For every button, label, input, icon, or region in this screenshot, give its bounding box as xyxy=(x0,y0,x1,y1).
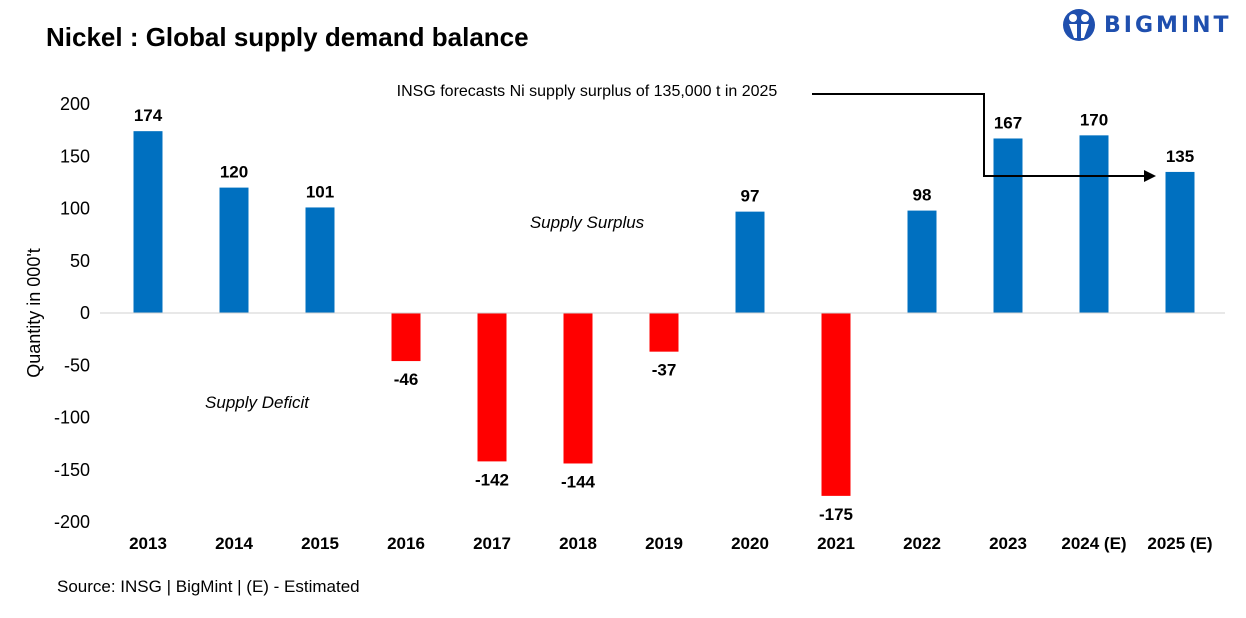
bar-2019 xyxy=(649,313,679,352)
data-label: 135 xyxy=(1166,147,1194,166)
chart-title: Nickel : Global supply demand balance xyxy=(46,22,529,52)
arrow-head-icon xyxy=(1144,170,1156,182)
data-label: 170 xyxy=(1080,110,1108,129)
x-tick-label: 2014 xyxy=(215,534,253,553)
bar-2024E xyxy=(1079,135,1109,313)
y-axis-label: Quantity in 000't xyxy=(24,248,44,378)
bar-2015 xyxy=(305,207,335,313)
y-axis: 200 150 100 50 0 -50 -100 -150 -200 xyxy=(54,94,90,532)
x-tick-label: 2017 xyxy=(473,534,511,553)
bar-2022 xyxy=(907,210,937,313)
source-note: Source: INSG | BigMint | (E) - Estimated xyxy=(57,577,360,596)
data-label: 97 xyxy=(741,187,760,206)
forecast-annotation: INSG forecasts Ni supply surplus of 135,… xyxy=(397,83,778,100)
data-label: -142 xyxy=(475,470,509,489)
y-tick-label: -100 xyxy=(54,408,90,428)
x-tick-label: 2016 xyxy=(387,534,425,553)
bar-2025E xyxy=(1165,171,1195,313)
y-tick-label: 150 xyxy=(60,146,90,166)
forecast-arrow-line xyxy=(812,93,1146,177)
bar-2023 xyxy=(993,138,1023,313)
bar-2017 xyxy=(477,313,507,462)
x-tick-label: 2024 (E) xyxy=(1061,534,1126,553)
y-tick-label: 100 xyxy=(60,199,90,219)
bars: 174 2013 120 2014 101 2015 -46 2016 -142 2017 -144… xyxy=(129,106,1213,553)
bar-2014 xyxy=(219,187,249,313)
bigmint-logo: BIGMINT xyxy=(1062,8,1232,42)
supply-deficit-label: Supply Deficit xyxy=(205,393,310,412)
x-tick-label: 2022 xyxy=(903,534,941,553)
data-label: 101 xyxy=(306,182,334,201)
data-label: -37 xyxy=(652,361,677,380)
x-tick-label: 2021 xyxy=(817,534,855,553)
bigmint-logo-icon xyxy=(1063,9,1095,41)
supply-surplus-label: Supply Surplus xyxy=(530,213,645,232)
x-tick-label: 2013 xyxy=(129,534,167,553)
data-label: -175 xyxy=(819,505,853,524)
x-tick-label: 2023 xyxy=(989,534,1027,553)
y-tick-label: 50 xyxy=(70,251,90,271)
data-label: -144 xyxy=(561,472,596,491)
data-label: 174 xyxy=(134,106,163,125)
x-tick-label: 2025 (E) xyxy=(1147,534,1212,553)
x-tick-label: 2015 xyxy=(301,534,339,553)
x-tick-label: 2019 xyxy=(645,534,683,553)
bar-2020 xyxy=(735,211,765,313)
x-tick-label: 2018 xyxy=(559,534,597,553)
bar-2013 xyxy=(133,131,163,313)
y-tick-label: -200 xyxy=(54,512,90,532)
y-tick-label: -150 xyxy=(54,460,90,480)
data-label: 167 xyxy=(994,113,1022,132)
bar-2018 xyxy=(563,313,593,464)
bar-2016 xyxy=(391,313,421,362)
data-label: 98 xyxy=(913,186,932,205)
logo-text: BIGMINT xyxy=(1104,12,1232,38)
y-tick-label: -50 xyxy=(64,355,90,375)
data-label: -46 xyxy=(394,370,419,389)
x-tick-label: 2020 xyxy=(731,534,769,553)
y-tick-label: 0 xyxy=(80,303,90,323)
y-tick-label: 200 xyxy=(60,94,90,114)
data-label: 120 xyxy=(220,163,248,182)
bar-2021 xyxy=(821,313,851,496)
